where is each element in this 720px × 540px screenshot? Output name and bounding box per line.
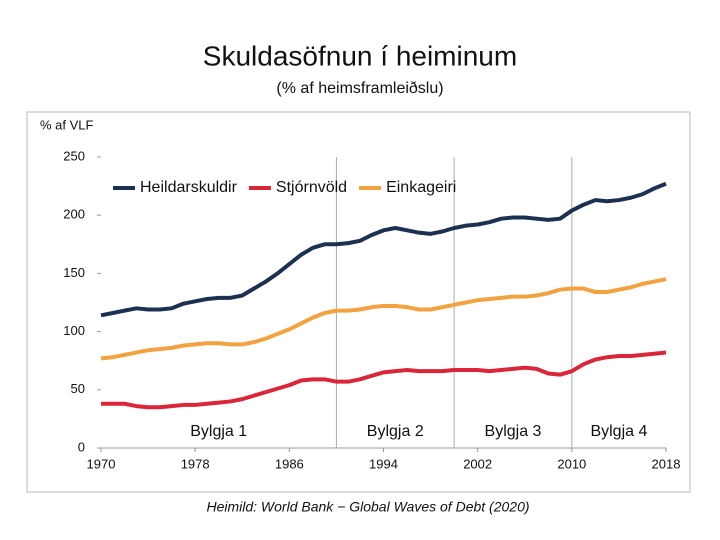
series-line: [100, 181, 667, 318]
x-tick-label: 2018: [652, 456, 681, 471]
series-line: [101, 350, 667, 410]
legend-label: Heildarskuldir: [140, 179, 238, 196]
chart-title: Skuldasöfnun í heiminum: [203, 40, 517, 71]
wave-label: Bylgja 1: [190, 423, 247, 440]
wave-label: Bylgja 4: [590, 423, 647, 440]
y-tick-label: 250: [63, 148, 85, 163]
source-note: Heimild: World Bank − Global Waves of De…: [206, 499, 529, 515]
x-tick-label: 1994: [369, 456, 398, 471]
y-tick-label: 200: [63, 207, 85, 222]
x-tick-label: 1970: [87, 456, 116, 471]
x-tick-label: 1986: [275, 456, 304, 471]
y-axis-label: % af VLF: [40, 117, 94, 132]
y-tick-label: 50: [71, 381, 85, 396]
legend-label: Einkageiri: [386, 179, 456, 196]
y-tick-label: 100: [63, 323, 85, 338]
x-tick-label: 2010: [557, 456, 586, 471]
plot-frame: [26, 111, 691, 493]
y-tick-label: 0: [78, 439, 85, 454]
wave-label: Bylgja 2: [367, 423, 424, 440]
wave-label: Bylgja 3: [485, 423, 542, 440]
chart-subtitle: (% af heimsframleiðslu): [276, 80, 443, 97]
series-line: [100, 277, 667, 361]
legend-label: Stjórnvöld: [276, 179, 347, 196]
x-tick-label: 2002: [463, 456, 492, 471]
y-tick-label: 150: [63, 265, 85, 280]
x-tick-label: 1978: [181, 456, 210, 471]
